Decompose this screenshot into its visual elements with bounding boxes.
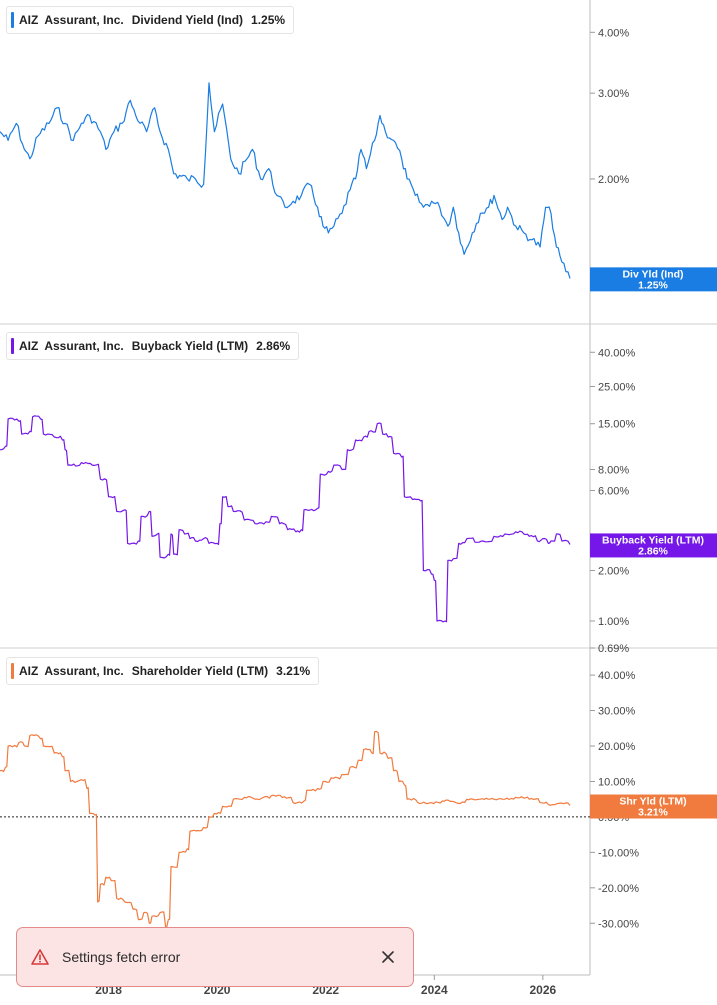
y-tick-label: 4.00% xyxy=(598,27,629,39)
y-tick-label: 1.00% xyxy=(598,616,629,628)
end-value-label xyxy=(590,794,717,819)
x-tick-label: 2024 xyxy=(421,983,448,997)
x-tick-label: 2026 xyxy=(530,983,557,997)
y-tick-label: 40.00% xyxy=(598,670,636,682)
y-tick-label: -20.00% xyxy=(598,883,639,895)
end-value-label xyxy=(590,533,717,558)
end-value-name: Div Yld (Ind) xyxy=(622,268,683,280)
end-value-number: 3.21% xyxy=(638,807,668,819)
legend-buyback-yield[interactable]: AIZ Assurant, Inc. Buyback Yield (LTM) 2… xyxy=(6,332,300,360)
series-color-marker xyxy=(11,663,14,679)
error-toast: Settings fetch error xyxy=(16,927,414,987)
legend-value: 2.86% xyxy=(256,339,291,353)
legend-company: Assurant, Inc. xyxy=(44,13,124,27)
y-tick-label: -10.00% xyxy=(598,847,639,859)
legend-value: 1.25% xyxy=(251,13,286,27)
y-tick-label: 30.00% xyxy=(598,706,636,718)
end-value-label xyxy=(590,267,717,292)
legend-metric: Dividend Yield (Ind) xyxy=(131,13,244,27)
legend-metric: Buyback Yield (LTM) xyxy=(131,339,249,353)
series-line xyxy=(0,415,571,623)
close-icon[interactable] xyxy=(381,950,395,964)
legend-company: Assurant, Inc. xyxy=(44,339,124,353)
y-tick-label: 20.00% xyxy=(598,741,636,753)
y-tick-label: 8.00% xyxy=(598,465,629,477)
y-tick-label: 25.00% xyxy=(598,382,636,394)
legend-ticker: AIZ xyxy=(19,664,39,678)
y-tick-label: -30.00% xyxy=(598,918,639,930)
legend-dividend-yield[interactable]: AIZ Assurant, Inc. Dividend Yield (Ind) … xyxy=(6,6,295,34)
y-tick-label: 2.00% xyxy=(598,565,629,577)
end-value-name: Buyback Yield (LTM) xyxy=(602,534,704,546)
legend-metric: Shareholder Yield (LTM) xyxy=(131,664,269,678)
series-line xyxy=(0,730,571,928)
y-tick-label: 15.00% xyxy=(598,419,636,431)
y-tick-label: 0.69% xyxy=(598,643,629,655)
end-value-number: 2.86% xyxy=(638,545,668,557)
legend-ticker: AIZ xyxy=(19,339,39,353)
toast-message: Settings fetch error xyxy=(62,949,181,965)
warning-icon xyxy=(31,948,49,966)
legend-company: Assurant, Inc. xyxy=(44,664,124,678)
legend-shareholder-yield[interactable]: AIZ Assurant, Inc. Shareholder Yield (LT… xyxy=(6,657,320,685)
series-line xyxy=(0,82,571,279)
y-tick-label: 10.00% xyxy=(598,776,636,788)
y-tick-label: 6.00% xyxy=(598,485,629,497)
legend-value: 3.21% xyxy=(276,664,311,678)
y-tick-label: 40.00% xyxy=(598,347,636,359)
end-value-number: 1.25% xyxy=(638,279,668,291)
y-tick-label: 2.00% xyxy=(598,174,629,186)
y-tick-label: 3.00% xyxy=(598,88,629,100)
series-color-marker xyxy=(11,12,14,28)
legend-ticker: AIZ xyxy=(19,13,39,27)
series-color-marker xyxy=(11,338,14,354)
end-value-name: Shr Yld (LTM) xyxy=(619,796,686,808)
